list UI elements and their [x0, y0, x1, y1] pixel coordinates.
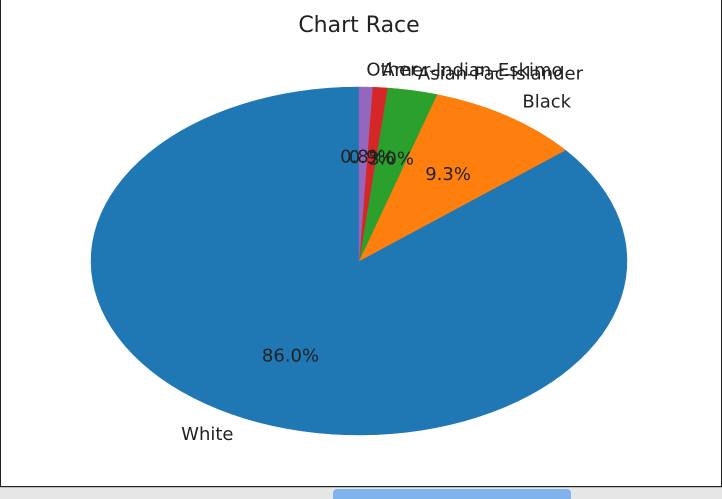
pie-slices	[90, 86, 628, 436]
bottom-tab-chip[interactable]	[333, 489, 571, 499]
pie-label-asian-pac-islander: Asian-Pac-Islander	[418, 64, 584, 85]
bottom-tab-strip	[0, 487, 722, 499]
pie-pct-label-other: 0.8%	[340, 147, 386, 168]
pie-label-white: White	[181, 424, 233, 445]
pie-slice-black	[358, 94, 566, 262]
pie-label-black: Black	[522, 92, 571, 113]
pie-pct-label-white: 86.0%	[262, 346, 319, 367]
chart-figure: Chart Race White 86.0% Black 9.3% Asian-Pac-…	[0, 0, 722, 487]
pie-pct-label-asian-pac-islander: 3.0%	[368, 149, 414, 170]
pie-chart: Chart Race White 86.0% Black 9.3% Asian-Pac-…	[90, 13, 628, 446]
pie-pct-label-amer-indian-eskimo: 0.9%	[349, 147, 395, 168]
pie-label-amer-indian-eskimo: Amer-Indian-Eskimo	[382, 60, 562, 81]
pie-slice-other	[358, 86, 373, 262]
chart-title: Chart Race	[298, 13, 419, 38]
pie-label-other: Other	[366, 60, 418, 81]
pie-labels: White 86.0% Black 9.3% Asian-Pac-Islander 3.0…	[181, 60, 583, 446]
pie-pct-label-black: 9.3%	[425, 164, 471, 185]
